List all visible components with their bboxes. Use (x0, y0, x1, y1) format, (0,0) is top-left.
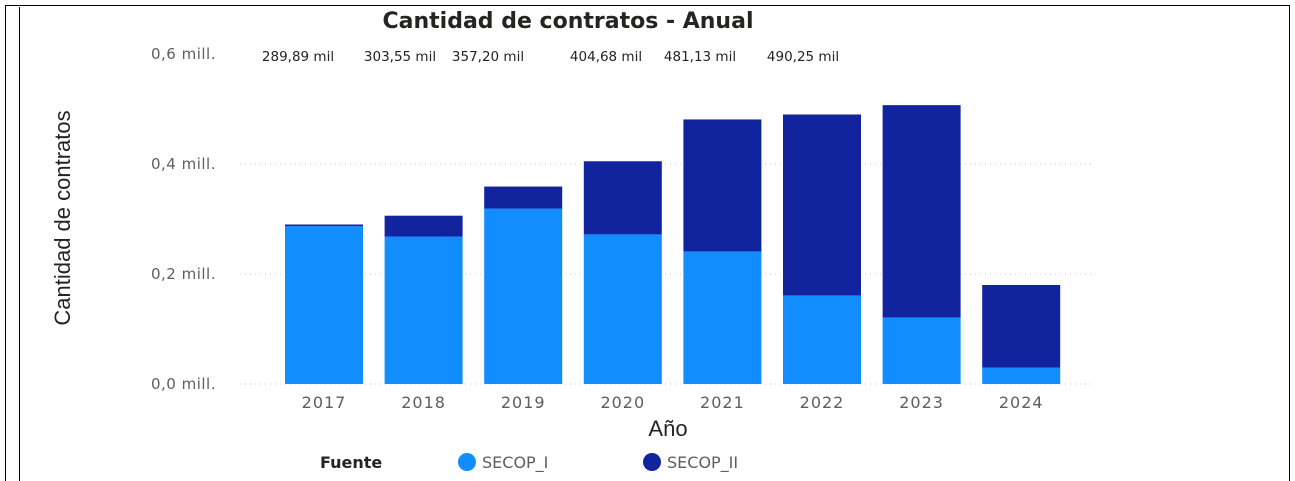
bar-secop-i-2020 (583, 234, 662, 384)
bar-secop-ii-2017 (285, 224, 363, 227)
bar-secop-i-2023 (882, 317, 961, 384)
legend-swatch-secop-ii (643, 453, 661, 471)
y-axis-title: Cantidad de contratos (50, 110, 75, 325)
x-tick-label: 2020 (600, 393, 645, 412)
bar-secop-ii-2019 (484, 186, 563, 209)
legend-swatch-secop-i (458, 453, 476, 471)
bar-secop-i-2018 (384, 236, 463, 384)
x-tick-label: 2017 (302, 393, 347, 412)
bar-secop-ii-2022 (783, 114, 861, 296)
bars (285, 105, 1061, 384)
legend: Fuente SECOP_I SECOP_II (320, 453, 738, 473)
x-tick-label: 2023 (899, 393, 944, 412)
bar-secop-i-2019 (484, 208, 563, 384)
x-tick-label: 2024 (999, 393, 1044, 412)
bar-secop-ii-2020 (583, 161, 662, 235)
y-axis-ticks: 0,0 mill. 0,2 mill. 0,4 mill. 0,6 mill. (151, 45, 216, 393)
chart-title: Cantidad de contratos - Anual (383, 9, 754, 34)
total-label: 357,20 mil (452, 49, 524, 65)
bar-secop-i-2017 (285, 226, 363, 384)
bar-secop-i-2021 (683, 251, 762, 384)
bar-secop-ii-2021 (683, 119, 762, 252)
x-axis-ticks: 2017 2018 2019 2020 2021 2022 2023 2024 (302, 393, 1044, 412)
total-label: 481,13 mil (664, 49, 736, 65)
y-tick-label: 0,0 mill. (151, 375, 216, 393)
bar-secop-ii-2023 (882, 105, 961, 318)
legend-title: Fuente (320, 453, 382, 472)
total-label: 404,68 mil (570, 49, 642, 65)
total-label: 289,89 mil (262, 49, 334, 65)
x-tick-label: 2018 (401, 393, 446, 412)
y-tick-label: 0,4 mill. (151, 155, 216, 173)
bar-secop-i-2022 (783, 295, 861, 384)
x-tick-label: 2019 (501, 393, 546, 412)
chart-frame (5, 5, 1290, 481)
bar-secop-ii-2018 (384, 215, 463, 237)
total-label: 303,55 mil (364, 49, 436, 65)
legend-label-secop-i: SECOP_I (482, 453, 548, 473)
total-labels: 289,89 mil 303,55 mil 357,20 mil 404,68 mil… (262, 49, 839, 65)
total-label: 490,25 mil (767, 49, 839, 65)
y-tick-label: 0,6 mill. (151, 45, 216, 63)
x-tick-label: 2021 (700, 393, 745, 412)
bar-secop-ii-2024 (982, 285, 1061, 368)
x-axis-title: Año (648, 416, 687, 441)
frame-divider (19, 7, 20, 481)
x-tick-label: 2022 (800, 393, 845, 412)
y-tick-label: 0,2 mill. (151, 265, 216, 283)
gridlines (240, 163, 1095, 385)
legend-label-secop-ii: SECOP_II (667, 453, 738, 473)
bar-secop-i-2024 (982, 367, 1061, 384)
